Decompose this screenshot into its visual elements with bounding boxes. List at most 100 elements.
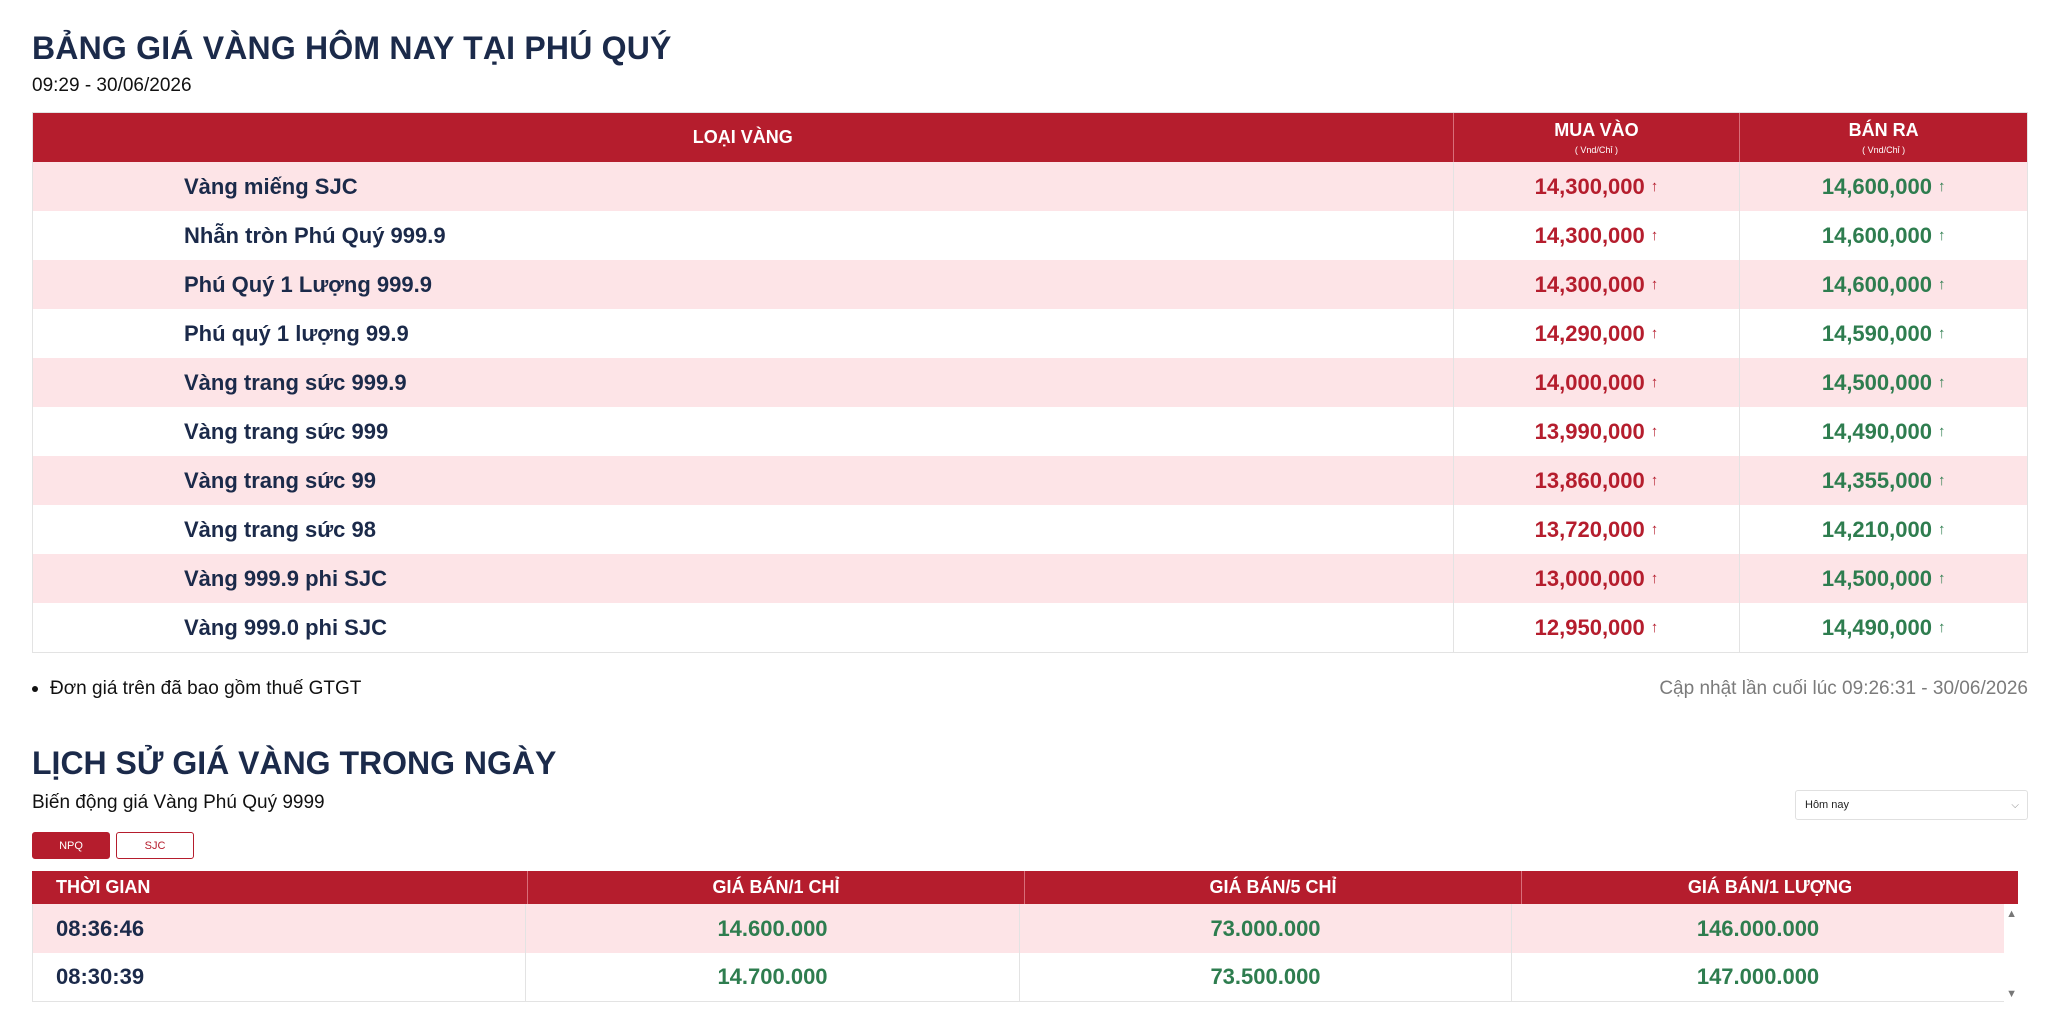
sell-price: 14,590,000 — [1821, 320, 1932, 346]
arrow-up-icon: ↑ — [1650, 423, 1659, 440]
sell-price-cell: 14,600,000 ↑ — [1740, 162, 2027, 211]
header-buy: MUA VÀO ( Vnd/Chỉ ) — [1454, 113, 1741, 162]
price-row: Vàng trang sức 999 13,990,000 ↑ 14,490,000 ↑ — [33, 407, 2027, 456]
arrow-up-icon: ↑ — [1650, 227, 1659, 244]
header-sell: BÁN RA ( Vnd/Chỉ ) — [1740, 113, 2027, 162]
history-row: 08:36:46 14.600.000 73.000.000 146.000.000 — [32, 904, 2004, 953]
header-price-per-chi: GIÁ BÁN/1 CHỈ — [528, 871, 1025, 904]
arrow-up-icon: ↑ — [1937, 325, 1946, 342]
price-row: Vàng 999.0 phi SJC 12,950,000 ↑ 14,490,000 ↑ — [33, 603, 2027, 652]
sell-price: 14,210,000 — [1821, 516, 1932, 542]
arrow-up-icon: ↑ — [1937, 227, 1946, 244]
sell-price: 14,500,000 — [1821, 369, 1932, 395]
gold-type-name: Vàng 999.9 phi SJC — [33, 554, 1454, 603]
arrow-up-icon: ↑ — [1650, 325, 1659, 342]
history-price-per-luong: 147.000.000 — [1696, 964, 1820, 989]
scroll-down-arrow-icon[interactable]: ▼ — [2006, 988, 2017, 1000]
last-updated: Cập nhật lần cuối lúc 09:26:31 - 30/06/2… — [1659, 678, 2028, 699]
page-datetime: 09:29 - 30/06/2026 — [32, 75, 192, 96]
tax-note-text: Đơn giá trên đã bao gồm thuế GTGT — [50, 678, 362, 699]
arrow-up-icon: ↑ — [1937, 521, 1946, 538]
price-row: Phú Quý 1 Lượng 999.9 14,300,000 ↑ 14,600,0… — [33, 260, 2027, 309]
buy-price: 12,950,000 — [1534, 614, 1645, 640]
arrow-up-icon: ↑ — [1650, 619, 1659, 636]
gold-type-name: Vàng 999.0 phi SJC — [33, 603, 1454, 652]
sell-price-cell: 14,490,000 ↑ — [1740, 603, 2027, 652]
arrow-up-icon: ↑ — [1937, 374, 1946, 391]
bullet-icon — [32, 686, 38, 692]
history-table-left-border — [32, 904, 33, 1002]
history-time: 08:36:46 — [32, 904, 526, 953]
buy-price: 14,300,000 — [1534, 222, 1645, 248]
buy-price-cell: 14,300,000 ↑ — [1454, 260, 1741, 309]
gold-type-name: Phú Quý 1 Lượng 999.9 — [33, 260, 1454, 309]
sell-price: 14,355,000 — [1821, 467, 1932, 493]
arrow-up-icon: ↑ — [1937, 276, 1946, 293]
sell-price-cell: 14,600,000 ↑ — [1740, 260, 2027, 309]
sell-price: 14,600,000 — [1821, 271, 1932, 297]
price-row: Vàng trang sức 999.9 14,000,000 ↑ 14,500,00… — [33, 358, 2027, 407]
buy-price: 14,300,000 — [1534, 271, 1645, 297]
gold-type-name: Nhẫn tròn Phú Quý 999.9 — [33, 211, 1454, 260]
price-row: Vàng trang sức 99 13,860,000 ↑ 14,355,000 ↑ — [33, 456, 2027, 505]
price-table-body: Vàng miếng SJC 14,300,000 ↑ 14,600,000 ↑ Nhẫn… — [33, 162, 2027, 652]
gold-type-name: Vàng trang sức 999.9 — [33, 358, 1454, 407]
sell-price-cell: 14,210,000 ↑ — [1740, 505, 2027, 554]
sell-price-cell: 14,600,000 ↑ — [1740, 211, 2027, 260]
tab-npq[interactable]: NPQ — [32, 832, 110, 859]
arrow-up-icon: ↑ — [1650, 521, 1659, 538]
sell-price: 14,490,000 — [1821, 418, 1932, 444]
price-row: Vàng miếng SJC 14,300,000 ↑ 14,600,000 ↑ — [33, 162, 2027, 211]
price-table-header: LOẠI VÀNG MUA VÀO ( Vnd/Chỉ ) BÁN RA ( V… — [33, 113, 2027, 162]
gold-type-name: Vàng trang sức 98 — [33, 505, 1454, 554]
buy-price-cell: 13,990,000 ↑ — [1454, 407, 1741, 456]
arrow-up-icon: ↑ — [1937, 619, 1946, 636]
arrow-up-icon: ↑ — [1650, 374, 1659, 391]
price-row: Vàng 999.9 phi SJC 13,000,000 ↑ 14,500,000 ↑ — [33, 554, 2027, 603]
buy-price: 14,300,000 — [1534, 173, 1645, 199]
buy-price-cell: 14,290,000 ↑ — [1454, 309, 1741, 358]
sell-price-cell: 14,490,000 ↑ — [1740, 407, 2027, 456]
sell-price: 14,490,000 — [1821, 614, 1932, 640]
gold-type-name: Vàng trang sức 999 — [33, 407, 1454, 456]
history-table-body[interactable]: 08:36:46 14.600.000 73.000.000 146.000.000 0… — [32, 904, 2018, 1002]
history-price-per-5chi: 73.000.000 — [1020, 904, 1512, 953]
buy-price: 13,000,000 — [1534, 565, 1645, 591]
period-select[interactable]: Hôm nay ⌵ — [1795, 790, 2028, 820]
buy-price-cell: 12,950,000 ↑ — [1454, 603, 1741, 652]
buy-price-cell: 13,860,000 ↑ — [1454, 456, 1741, 505]
header-buy-label: MUA VÀO — [1554, 120, 1639, 140]
price-row: Phú quý 1 lượng 99.9 14,290,000 ↑ 14,590,00… — [33, 309, 2027, 358]
buy-price: 13,720,000 — [1534, 516, 1645, 542]
tab-sjc[interactable]: SJC — [116, 832, 194, 859]
sell-price: 14,500,000 — [1821, 565, 1932, 591]
header-time: THỜI GIAN — [32, 871, 528, 904]
period-select-value: Hôm nay — [1805, 799, 1850, 811]
history-table-header: THỜI GIAN GIÁ BÁN/1 CHỈ GIÁ BÁN/5 CHỈ GI… — [32, 871, 2018, 904]
sell-price-cell: 14,500,000 ↑ — [1740, 358, 2027, 407]
history-table: THỜI GIAN GIÁ BÁN/1 CHỈ GIÁ BÁN/5 CHỈ GI… — [32, 871, 2018, 1002]
scroll-up-arrow-icon[interactable]: ▲ — [2006, 908, 2017, 920]
sell-price: 14,600,000 — [1821, 173, 1932, 199]
gold-type-name: Vàng miếng SJC — [33, 162, 1454, 211]
buy-price-cell: 14,300,000 ↑ — [1454, 211, 1741, 260]
header-buy-unit: ( Vnd/Chỉ ) — [1574, 145, 1618, 155]
header-price-per-luong: GIÁ BÁN/1 LƯỢNG — [1687, 877, 1853, 897]
history-title: LỊCH SỬ GIÁ VÀNG TRONG NGÀY — [32, 745, 557, 781]
header-sell-label: BÁN RA — [1848, 120, 1919, 140]
buy-price-cell: 13,720,000 ↑ — [1454, 505, 1741, 554]
arrow-up-icon: ↑ — [1650, 570, 1659, 587]
arrow-up-icon: ↑ — [1650, 472, 1659, 489]
sell-price-cell: 14,500,000 ↑ — [1740, 554, 2027, 603]
tax-note: Đơn giá trên đã bao gồm thuế GTGT — [28, 678, 361, 700]
buy-price: 13,860,000 — [1534, 467, 1645, 493]
header-sell-unit: ( Vnd/Chỉ ) — [1862, 145, 1906, 155]
scrollbar[interactable]: ▲ ▼ — [2004, 904, 2018, 1002]
buy-price-cell: 14,000,000 ↑ — [1454, 358, 1741, 407]
buy-price-cell: 13,000,000 ↑ — [1454, 554, 1741, 603]
arrow-up-icon: ↑ — [1937, 570, 1946, 587]
history-price-per-chi: 14.600.000 — [526, 904, 1020, 953]
buy-price: 14,000,000 — [1534, 369, 1645, 395]
price-row: Vàng trang sức 98 13,720,000 ↑ 14,210,000 ↑ — [33, 505, 2027, 554]
buy-price: 13,990,000 — [1534, 418, 1645, 444]
